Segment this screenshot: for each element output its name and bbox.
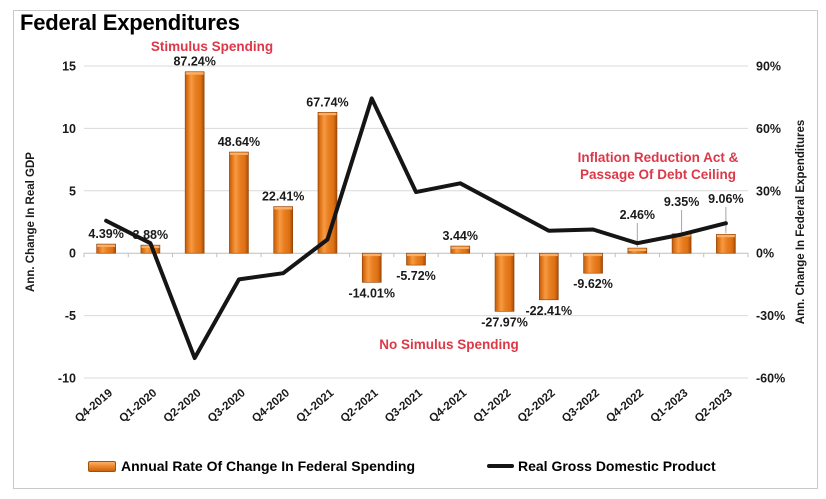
legend-label: Real Gross Domestic Product <box>518 458 716 474</box>
bar-top-highlight <box>584 253 603 257</box>
annotation-inflation-reduction-act: Inflation Reduction Act & Passage Of Deb… <box>578 149 739 183</box>
annotation-text: Stimulus Spending <box>150 39 274 54</box>
bar-label-Q1-2022: -27.97% <box>481 315 528 329</box>
right-axis-tick: 0% <box>756 247 774 261</box>
bar-Q3-2021 <box>406 252 426 266</box>
bar-label-Q1-2020: 3.88% <box>133 228 168 242</box>
x-label-Q4-2021: Q4-2021 <box>427 387 469 425</box>
bar-top-highlight <box>539 253 558 257</box>
legend-item-real-gdp: Real Gross Domestic Product <box>487 458 716 474</box>
bar-label-Q4-2021: 3.44% <box>443 229 478 243</box>
right-axis-tick: 90% <box>756 60 781 74</box>
bar-Q2-2020 <box>184 71 205 254</box>
bar-Q3-2022 <box>583 252 603 274</box>
bar-label-Q1-2021: 67.74% <box>306 95 348 109</box>
x-label-Q1-2020: Q1-2020 <box>117 387 159 425</box>
bar-top-highlight <box>362 253 381 257</box>
x-label-Q4-2020: Q4-2020 <box>250 387 292 425</box>
left-axis-tick: -5 <box>65 309 76 323</box>
left-axis-tick: 15 <box>62 60 76 74</box>
x-label-Q4-2022: Q4-2022 <box>604 387 646 425</box>
left-axis-title: Ann. Change In Real GDP <box>25 152 37 292</box>
bar-label-Q3-2021: -5.72% <box>396 269 436 283</box>
chart-border <box>13 10 818 489</box>
bar-label-Q1-2023: 9.35% <box>664 195 699 209</box>
gdp-line <box>104 96 728 361</box>
bar-top-highlight <box>716 234 735 238</box>
bar-label-Q2-2022: -22.41% <box>526 304 573 318</box>
bar-label-Q3-2020: 48.64% <box>218 135 260 149</box>
x-label-Q2-2023: Q2-2023 <box>693 387 735 425</box>
right-axis-tick: 60% <box>756 122 781 136</box>
bar-top-highlight <box>318 112 337 116</box>
x-label-Q4-2019: Q4-2019 <box>73 387 115 425</box>
legend-bar-swatch-icon <box>88 460 116 472</box>
bar-Q4-2020 <box>273 206 294 254</box>
bar-Q2-2023 <box>716 234 736 254</box>
legend-item-federal-spending: Annual Rate Of Change In Federal Spendin… <box>88 458 415 474</box>
bar-label-Q3-2022: -9.62% <box>573 277 613 291</box>
left-axis-tick: 5 <box>69 184 76 198</box>
x-label-Q2-2022: Q2-2022 <box>516 387 558 425</box>
bar-Q1-2022 <box>494 252 515 312</box>
bar-top-highlight <box>185 72 204 75</box>
bar-label-Q4-2020: 22.41% <box>262 190 304 204</box>
bar-label-Q4-2019: 4.39% <box>88 227 123 241</box>
bar-Q2-2021 <box>361 252 382 283</box>
x-label-Q2-2020: Q2-2020 <box>162 387 204 425</box>
bar-top-highlight <box>229 152 248 155</box>
bar-top-highlight <box>451 246 470 249</box>
right-axis-tick: -60% <box>756 372 785 386</box>
x-label-Q2-2021: Q2-2021 <box>339 387 381 425</box>
left-axis-tick: 0 <box>69 247 76 261</box>
bar-top-highlight <box>97 244 116 247</box>
legend-line-swatch-icon <box>487 464 514 468</box>
bar-Q4-2019 <box>96 243 116 254</box>
annotation-no-stimulus-spending: No Simulus Spending <box>379 336 519 353</box>
x-label-Q3-2021: Q3-2021 <box>383 387 425 425</box>
annotation-text-line2: Passage Of Debt Ceiling <box>579 167 737 182</box>
x-label-Q1-2022: Q1-2022 <box>471 387 513 425</box>
x-label-Q3-2020: Q3-2020 <box>206 387 248 425</box>
x-label-Q1-2023: Q1-2023 <box>649 387 691 425</box>
bar-Q3-2020 <box>229 151 249 254</box>
annotation-text: No Simulus Spending <box>379 337 519 352</box>
x-label-Q3-2022: Q3-2022 <box>560 387 602 425</box>
bar-Q4-2021 <box>450 245 471 254</box>
annotation-text-line1: Inflation Reduction Act & <box>577 150 739 165</box>
bar-label-Q4-2022: 2.46% <box>620 208 655 222</box>
bar-top-highlight <box>628 248 647 251</box>
left-axis-tick: 10 <box>62 122 76 136</box>
annotation-stimulus-spending: Stimulus Spending <box>151 38 273 55</box>
chart-title: Federal Expenditures <box>20 10 240 35</box>
left-axis-tick: -10 <box>58 372 76 386</box>
bar-label-Q2-2020: 87.24% <box>173 55 215 69</box>
bar-Q1-2021 <box>317 112 338 254</box>
bar-top-highlight <box>274 207 293 210</box>
bar-label-Q2-2021: -14.01% <box>348 286 395 300</box>
bar-top-highlight <box>495 253 514 257</box>
right-axis-title: Ann. Change In Federal Expenditures <box>795 119 807 325</box>
right-axis-tick: 30% <box>756 184 781 198</box>
bar-top-highlight <box>407 253 425 257</box>
bar-label-Q2-2023: 9.06% <box>708 192 743 206</box>
right-axis-tick: -30% <box>756 309 785 323</box>
legend-label: Annual Rate Of Change In Federal Spendin… <box>121 458 416 474</box>
bar-Q2-2022 <box>538 252 559 301</box>
x-label-Q1-2021: Q1-2021 <box>294 387 336 425</box>
